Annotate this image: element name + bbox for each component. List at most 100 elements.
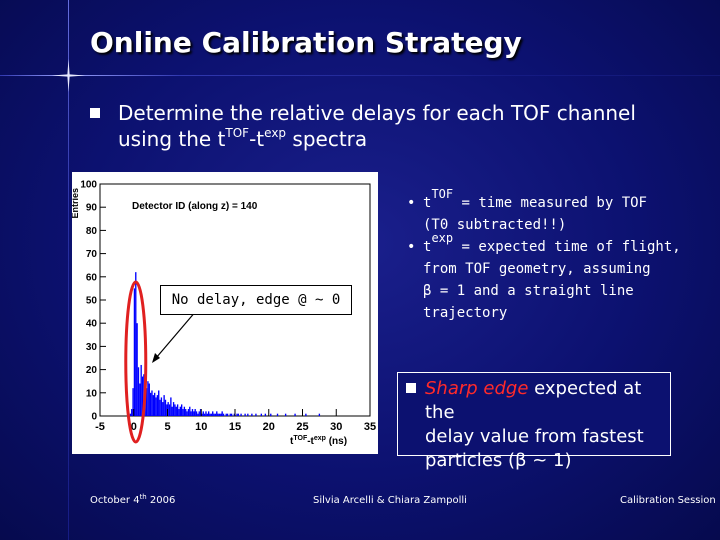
histogram-bar <box>229 413 231 416</box>
note-bullet-dot: • <box>407 195 416 211</box>
histogram-bar <box>186 411 188 416</box>
histogram-bar <box>206 413 208 416</box>
footer-session: Calibration Session <box>620 495 716 506</box>
histogram-bar <box>178 409 180 416</box>
histogram-bar <box>210 413 213 416</box>
sparkle-icon <box>52 59 85 92</box>
histogram-bar <box>205 411 207 416</box>
histogram-bar <box>131 409 133 416</box>
bullet-square-icon <box>406 383 416 393</box>
histogram-bar <box>216 411 218 416</box>
histogram-bar <box>158 390 160 416</box>
histogram-bar <box>156 395 159 416</box>
histogram-bar <box>148 383 150 416</box>
histogram-bar <box>201 413 203 416</box>
histogram-bar <box>145 388 148 416</box>
histogram-bar <box>164 399 167 416</box>
histogram-bar <box>236 413 238 416</box>
histogram-bar <box>172 402 175 416</box>
histogram-bar <box>163 395 165 416</box>
histogram-bar <box>189 406 191 416</box>
histogram-bar <box>202 411 204 416</box>
histogram-bar <box>208 411 210 416</box>
histogram-bar <box>190 411 192 416</box>
x-axis-label: tTOF-texp (ns) <box>290 435 347 447</box>
histogram-bar <box>221 411 223 416</box>
y-tick-label: 30 <box>86 342 98 353</box>
histogram-bar <box>255 413 257 416</box>
histogram-bar <box>137 367 140 416</box>
y-tick-label: 40 <box>86 319 98 330</box>
histogram-bar <box>218 413 221 416</box>
histogram-bar <box>183 406 186 416</box>
histogram-bar <box>132 388 134 416</box>
histogram-bar <box>174 404 176 416</box>
footer-date: October 4th 2006 <box>90 493 176 507</box>
y-tick-label: 100 <box>80 180 97 191</box>
sharp-edge-highlight: Sharp edge <box>425 378 529 399</box>
x-tick-label: 15 <box>229 421 241 433</box>
histogram-bar <box>251 413 253 416</box>
histogram-bar <box>154 392 156 416</box>
histogram-bar <box>276 413 279 416</box>
histogram-bar <box>247 413 249 416</box>
histogram-bar <box>198 411 200 416</box>
histogram-bar <box>240 413 242 416</box>
histogram-bar <box>191 409 194 416</box>
note-t-exp: • texp = expected time of flight, from T… <box>407 231 681 321</box>
histogram-bar <box>155 397 157 416</box>
histogram-bar <box>233 413 235 416</box>
y-tick-label: 50 <box>86 296 98 307</box>
histogram-bar <box>141 376 144 416</box>
histogram-bar <box>214 413 217 416</box>
histogram-bar <box>136 323 138 416</box>
x-tick-label: 0 <box>131 421 137 433</box>
callout-no-delay: No delay, edge @ ~ 0 <box>160 285 352 315</box>
y-tick-label: 70 <box>86 249 98 260</box>
x-tick-label: 10 <box>195 421 207 433</box>
histogram-bar <box>149 392 152 416</box>
histogram-bar <box>197 413 199 416</box>
histogram-bar <box>294 413 296 416</box>
histogram-bar <box>176 404 179 416</box>
histogram-bar <box>209 413 211 416</box>
histogram-bar <box>167 402 169 416</box>
histogram-bar <box>135 272 137 416</box>
histogram-bar <box>181 404 183 416</box>
histogram-bar <box>260 413 262 416</box>
histogram-bar <box>270 413 272 416</box>
histogram-bar <box>305 413 307 416</box>
histogram-bar <box>195 411 198 416</box>
x-tick-label: 20 <box>263 421 275 433</box>
histogram-bar <box>193 411 195 416</box>
y-tick-label: 0 <box>91 412 97 423</box>
bullet-square-icon <box>90 108 100 118</box>
y-tick-label: 60 <box>86 272 98 283</box>
histogram-bar <box>187 409 190 416</box>
histogram-bar <box>140 364 142 416</box>
histogram-bar <box>199 409 202 416</box>
histogram-bar <box>166 404 168 416</box>
callout-arrowhead <box>152 353 160 363</box>
histogram-bar <box>171 406 173 416</box>
decor-horizontal-line <box>0 75 720 76</box>
histogram-bar <box>203 413 206 416</box>
histogram-bar <box>237 413 240 416</box>
y-tick-label: 10 <box>86 388 98 399</box>
histogram-bar <box>230 413 233 416</box>
chart-title: Detector ID (along z) = 140 <box>132 201 258 212</box>
histogram-bar <box>284 413 287 416</box>
x-tick-label: 5 <box>164 421 170 433</box>
histogram-bar <box>133 288 136 416</box>
y-axis-label: Entries <box>72 188 80 219</box>
y-tick-label: 20 <box>86 365 98 376</box>
histogram-bar <box>185 409 187 416</box>
histogram-bar <box>318 413 321 416</box>
x-tick-label: -5 <box>95 421 105 433</box>
histogram-bar <box>147 381 149 416</box>
histogram-bar <box>152 395 154 416</box>
note-bullet-dot: • <box>407 239 416 255</box>
main-bullet-line2: using the tTOF-texp spectra <box>118 126 368 151</box>
main-bullet-line1: Determine the relative delays for each T… <box>118 101 636 125</box>
slide-title: Online Calibration Strategy <box>90 26 522 59</box>
